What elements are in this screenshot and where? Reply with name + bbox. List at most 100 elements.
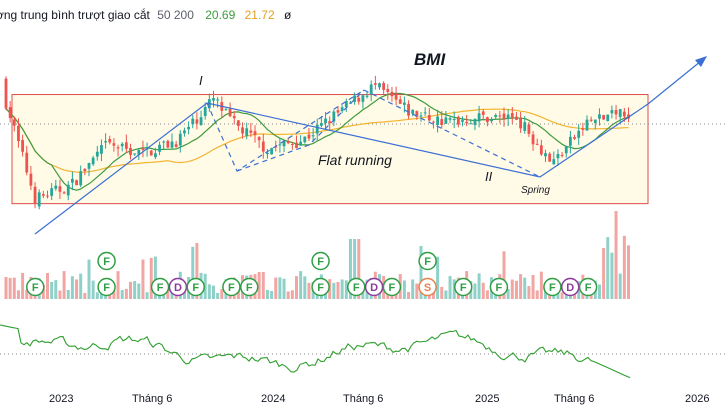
candle-body [33, 186, 37, 205]
candle-body [216, 99, 220, 101]
candle-body [564, 146, 568, 154]
volume-marker-circle [222, 277, 241, 297]
volume-bar [514, 280, 518, 299]
candle-body [593, 119, 597, 124]
candle-body [403, 102, 406, 105]
candle-body [423, 112, 427, 114]
volume-marker: F [311, 277, 330, 297]
volume-bar [502, 251, 506, 299]
volume-bar [46, 273, 49, 299]
candle-body [54, 185, 58, 189]
volume-bar [212, 285, 215, 299]
volume-bar [8, 277, 12, 299]
volume-bar [307, 282, 311, 299]
volume-bar [58, 290, 62, 299]
candle-body [378, 83, 381, 88]
x-label-2023: 2023 [49, 393, 73, 405]
candle-body [133, 153, 137, 155]
volume-bar [610, 252, 614, 299]
x-label-2024: 2024 [261, 393, 285, 405]
volume-bar [336, 282, 340, 299]
candle-body [365, 95, 369, 97]
candle-body [544, 153, 547, 157]
candle-body [614, 110, 618, 115]
volume-marker-letter: F [389, 282, 396, 294]
candle-body [87, 162, 91, 169]
oscillator-line [0, 324, 631, 379]
candle-body [394, 93, 398, 100]
candle-body [79, 171, 83, 186]
volume-bar [274, 277, 278, 299]
candle-body [502, 113, 506, 120]
volume-marker: F [311, 251, 330, 271]
volume-bar [560, 292, 564, 299]
candle-body [398, 99, 402, 104]
volume-bar [299, 271, 303, 299]
volume-marker-letter: F [317, 256, 324, 268]
volume-bar [357, 239, 361, 299]
volume-bar [627, 245, 630, 299]
volume-marker: F [26, 277, 45, 297]
volume-marker-circle [543, 277, 562, 297]
volume-bar [332, 282, 336, 299]
candle-body [174, 144, 178, 147]
volume-marker-letter: F [228, 282, 235, 294]
volume-bar [324, 292, 328, 299]
volume-bar [340, 279, 344, 299]
candle-body [253, 131, 257, 136]
volume-bar [141, 259, 145, 299]
volume-marker: F [222, 277, 241, 297]
x-label-thang6-2024: Tháng 6 [343, 393, 383, 405]
volume-bar [328, 279, 332, 299]
volume-bar [286, 291, 290, 299]
volume-bar [556, 291, 560, 299]
candle-body [170, 141, 174, 148]
candle-body [490, 119, 493, 122]
volume-marker: F [240, 277, 259, 297]
volume-bar [41, 284, 45, 299]
candle-body [324, 118, 327, 124]
candle-body [486, 117, 489, 123]
volume-marker-letter: D [174, 282, 182, 294]
candle-body [25, 152, 29, 173]
volume-marker-letter: F [317, 282, 324, 294]
volume-bar [216, 292, 220, 299]
volume-bar [344, 280, 348, 299]
candle-body [257, 137, 261, 141]
volume-marker-circle [26, 277, 45, 297]
volume-bar [402, 280, 406, 299]
volume-bar [510, 279, 514, 299]
candle-body [212, 98, 215, 101]
volume-marker-circle [489, 277, 509, 297]
volume-bar [12, 277, 16, 299]
volume-marker-circle [382, 277, 402, 297]
volume-bar [116, 271, 120, 299]
candle-body [373, 83, 377, 85]
candle-body [232, 115, 236, 119]
candle-body [286, 141, 290, 144]
volume-bar [444, 290, 448, 299]
volume-marker: D [168, 277, 188, 297]
volume-bar [137, 283, 141, 299]
volume-marker-circle [97, 277, 116, 297]
candle-body [66, 184, 70, 196]
candle-body [461, 120, 464, 122]
volume-marker-letter: F [424, 256, 431, 268]
volume-bar [270, 290, 274, 299]
candle-body [4, 78, 8, 109]
candle-body [519, 117, 522, 129]
volume-bar [91, 280, 95, 299]
volume-marker-circle [186, 277, 205, 297]
candle-body [228, 108, 232, 117]
candle-body [353, 95, 356, 102]
volume-marker-circle [97, 251, 116, 271]
volume-bar [124, 288, 128, 299]
candle-body [440, 119, 444, 125]
volume-bar [282, 278, 286, 299]
volume-bar [83, 292, 87, 299]
volume-marker-circle [347, 277, 366, 297]
candle-body [50, 188, 54, 196]
candle-body [274, 146, 278, 148]
candle-body [29, 173, 33, 186]
volume-bar [295, 276, 298, 299]
